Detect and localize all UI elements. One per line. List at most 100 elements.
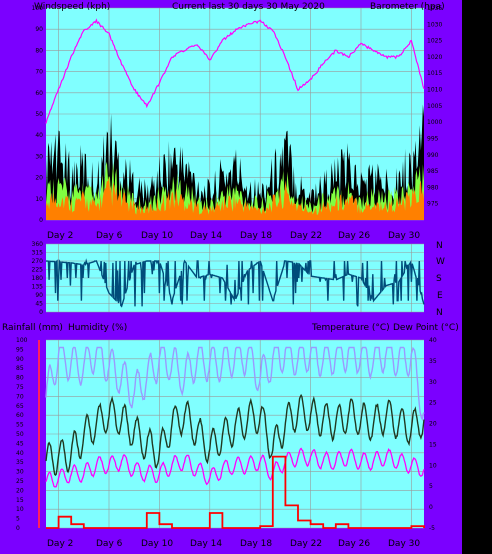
y-tick-humidity: 60 [16, 412, 24, 419]
y-tick-temperature: 15 [429, 441, 437, 448]
y-tick-humidity: 50 [16, 431, 24, 438]
y-tick-temperature: 10 [429, 462, 437, 469]
y-tick-windspeed: 80 [35, 47, 43, 54]
y-tick-windspeed: 40 [35, 132, 43, 139]
direction-label-e: E [437, 291, 443, 301]
y-tick-temperature: 0 [429, 504, 433, 511]
direction-label-n-top: N [436, 241, 443, 251]
y-tick-windspeed: 10 [35, 196, 43, 203]
y-tick-barometer: 1015 [427, 70, 442, 77]
y-tick-barometer: 980 [427, 184, 439, 191]
y-tick-windspeed: 90 [35, 26, 43, 33]
x-tick-bottom: Day 30 [388, 539, 420, 549]
y-tick-windspeed: 70 [35, 69, 43, 76]
y-tick-humidity: 5 [16, 516, 20, 523]
y-tick-windspeed: 20 [35, 175, 43, 182]
y-tick-humidity: 75 [16, 384, 24, 391]
y-tick-humidity: 65 [16, 403, 24, 410]
wind-average-area [46, 161, 424, 220]
x-tick-bottom: Day 26 [338, 539, 370, 549]
direction-label-s: S [436, 274, 442, 284]
y-tick-humidity: 100 [16, 337, 28, 344]
y-tick-direction: 0 [39, 309, 43, 316]
wind-speed-area [46, 176, 424, 220]
x-tick-bottom: Day 6 [96, 539, 123, 549]
y-tick-barometer: 1020 [427, 54, 442, 61]
humidity-line [45, 346, 425, 422]
y-tick-temperature: 35 [429, 358, 437, 365]
y-tick-temperature: 5 [429, 483, 433, 490]
x-tick-top: Day 30 [388, 231, 420, 241]
y-tick-windspeed: 60 [35, 90, 43, 97]
y-tick-barometer: 1005 [427, 103, 442, 110]
y-tick-windspeed: 30 [35, 153, 43, 160]
x-tick-top: Day 2 [47, 231, 73, 241]
x-tick-bottom: Day 10 [141, 539, 173, 549]
axis-ticks: 0102030405060708090100975980985990995100… [16, 5, 442, 532]
y-tick-barometer: 1000 [427, 119, 442, 126]
y-tick-humidity: 45 [16, 440, 24, 447]
rainfall-line [46, 455, 425, 529]
y-tick-humidity: 10 [16, 506, 24, 513]
chart-title: Current last 30 days 30 May 2020 [172, 2, 325, 12]
y-tick-humidity: 35 [16, 459, 24, 466]
x-tick-bottom: Day 2 [47, 539, 73, 549]
y-tick-barometer: 1030 [427, 21, 442, 28]
y-tick-barometer: 990 [427, 152, 439, 159]
x-tick-top: Day 26 [338, 231, 370, 241]
y-tick-windspeed: 0 [39, 217, 43, 224]
humidity-axis-title: Humidity (%) [68, 323, 127, 333]
y-tick-humidity: 80 [16, 375, 24, 382]
series-layer [45, 18, 425, 529]
y-tick-direction: 90 [35, 292, 43, 299]
y-tick-temperature: 20 [429, 421, 437, 428]
x-tick-top: Day 6 [96, 231, 123, 241]
x-tick-top: Day 10 [141, 231, 173, 241]
y-tick-humidity: 20 [16, 487, 24, 494]
x-tick-bottom: Day 14 [190, 539, 222, 549]
y-tick-humidity: 15 [16, 497, 24, 504]
windspeed-axis-title: Windspeed (kph) [34, 2, 110, 12]
x-tick-top: Day 14 [190, 231, 222, 241]
y-tick-barometer: 1025 [427, 38, 442, 45]
y-tick-direction: 180 [32, 275, 44, 282]
y-tick-temperature: 30 [429, 379, 437, 386]
y-tick-barometer: 975 [427, 201, 439, 208]
y-tick-temperature: -5 [429, 525, 435, 532]
x-tick-top: Day 18 [240, 231, 272, 241]
y-tick-windspeed: 100 [32, 5, 44, 12]
y-tick-humidity: 0 [16, 525, 20, 532]
y-tick-direction: 315 [32, 250, 44, 257]
barometer-axis-title: Barometer (hpa) [370, 2, 445, 12]
y-tick-direction: 270 [32, 258, 44, 265]
direction-label-w: W [436, 257, 445, 267]
y-tick-humidity: 30 [16, 469, 24, 476]
y-tick-humidity: 90 [16, 356, 24, 363]
dewpoint-line [45, 447, 425, 488]
x-tick-bottom: Day 22 [290, 539, 322, 549]
barometer-line [45, 18, 425, 124]
y-tick-barometer: 1010 [427, 87, 442, 94]
wind-direction-line [45, 258, 425, 308]
y-tick-humidity: 95 [16, 346, 24, 353]
rainfall-axis-title: Rainfall (mm) [2, 323, 63, 333]
y-tick-barometer: 995 [427, 135, 439, 142]
temperature-axis-title: Temperature (°C) [311, 323, 390, 333]
y-tick-temperature: 40 [429, 337, 437, 344]
x-tick-top: Day 22 [290, 231, 322, 241]
x-tick-bottom: Day 18 [240, 539, 272, 549]
y-tick-direction: 135 [32, 284, 44, 291]
y-tick-humidity: 55 [16, 422, 24, 429]
y-tick-direction: 45 [35, 301, 43, 308]
y-tick-temperature: 25 [429, 400, 437, 407]
y-tick-barometer: 1035 [427, 5, 442, 12]
y-tick-humidity: 25 [16, 478, 24, 485]
y-tick-direction: 360 [32, 241, 44, 248]
direction-label-n-bottom: N [436, 308, 443, 318]
y-tick-barometer: 985 [427, 168, 439, 175]
y-tick-humidity: 85 [16, 365, 24, 372]
y-tick-humidity: 70 [16, 393, 24, 400]
dewpoint-axis-title: Dew Point (°C) [393, 323, 459, 333]
y-tick-windspeed: 50 [35, 111, 43, 118]
